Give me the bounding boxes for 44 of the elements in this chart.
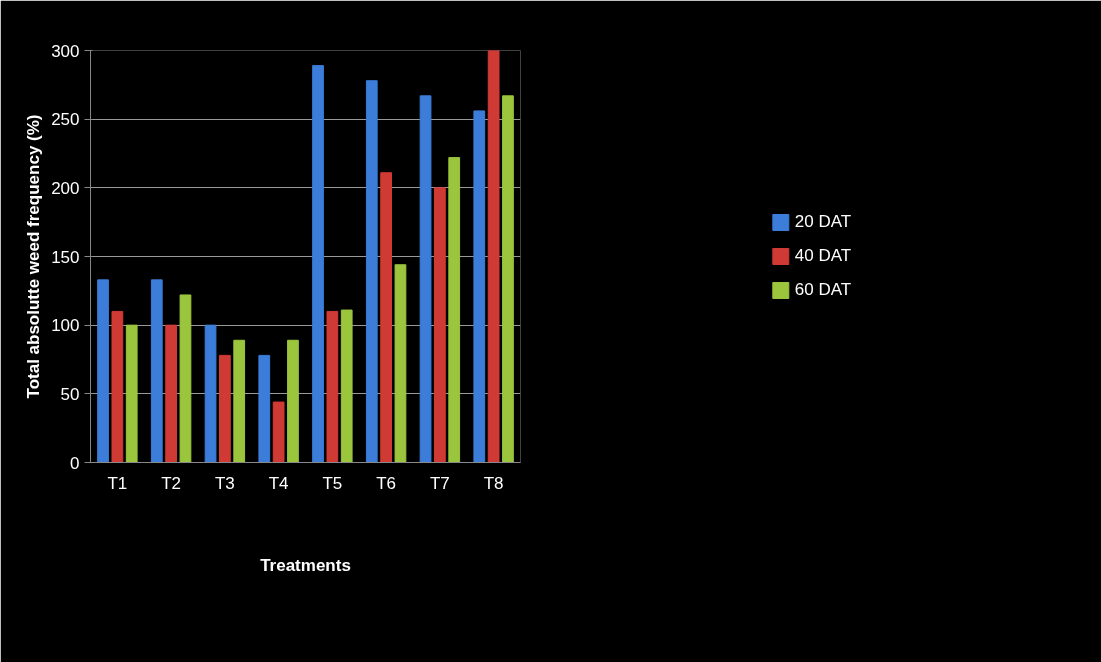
bar <box>340 309 353 463</box>
y-axis-title: Total absolutte weed frequency (%) <box>24 114 44 399</box>
bar <box>219 354 231 463</box>
bar <box>111 310 124 463</box>
y-tick-label: 150 <box>51 247 80 267</box>
x-tick-label: T4 <box>268 473 289 493</box>
bar <box>473 110 486 463</box>
x-tick-label: T2 <box>161 473 182 493</box>
x-tick-label: T8 <box>483 473 504 493</box>
bar <box>272 401 285 463</box>
bar <box>419 95 432 463</box>
legend-label: 40 DAT <box>794 246 852 266</box>
bar <box>434 187 446 463</box>
x-tick-label: T7 <box>429 473 450 493</box>
y-tick-label: 0 <box>70 453 80 473</box>
bar <box>502 95 514 463</box>
x-tick-label: T6 <box>376 473 397 493</box>
y-tick-label: 250 <box>51 110 80 130</box>
y-tick-label: 200 <box>51 178 80 198</box>
bar <box>204 324 217 463</box>
bar <box>312 65 324 463</box>
bar <box>233 339 246 463</box>
bar <box>97 279 109 463</box>
bar <box>179 294 192 463</box>
legend-label: 20 DAT <box>794 212 852 232</box>
bar <box>448 157 461 463</box>
x-tick-label: T5 <box>322 473 343 493</box>
x-tick-label: T3 <box>214 473 235 493</box>
legend-label: 60 DAT <box>794 280 852 300</box>
bar <box>258 354 271 463</box>
bar <box>125 324 138 463</box>
x-tick-label: T1 <box>107 473 128 493</box>
bar <box>150 279 163 463</box>
bar <box>326 310 339 463</box>
bar <box>165 324 177 463</box>
bar <box>380 172 392 463</box>
bar <box>365 80 378 463</box>
bar <box>487 50 500 463</box>
y-tick-label: 50 <box>60 384 80 404</box>
x-axis-title: Treatments <box>260 555 351 575</box>
y-tick-label: 100 <box>51 316 80 336</box>
y-tick-label: 300 <box>51 41 80 61</box>
bar <box>394 264 407 463</box>
bar <box>287 339 299 463</box>
